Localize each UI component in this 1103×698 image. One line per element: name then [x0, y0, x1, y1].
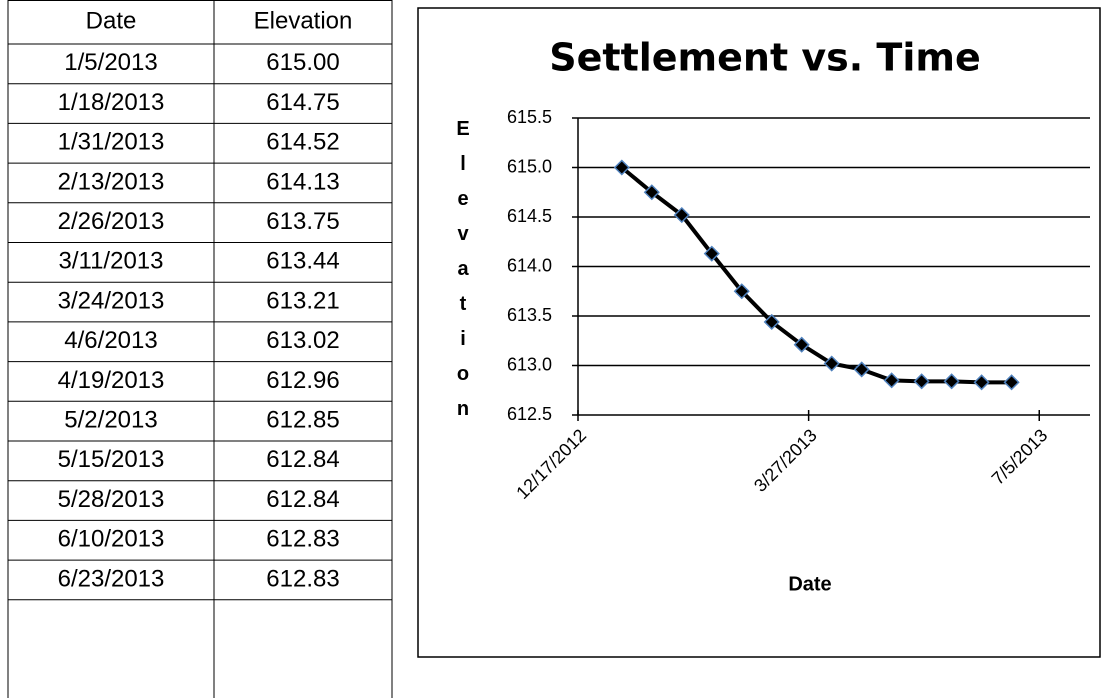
- cell: 614.52: [266, 129, 339, 156]
- cell: 612.96: [266, 367, 339, 394]
- cell: 5/28/2013: [58, 486, 165, 513]
- cell: 2/26/2013: [58, 208, 165, 235]
- y-tick-label: 615.5: [507, 107, 552, 127]
- cell: 612.84: [266, 486, 339, 513]
- cell: 612.84: [266, 446, 339, 473]
- marker: [973, 374, 990, 391]
- cell: 612.83: [266, 526, 339, 553]
- marker: [673, 206, 690, 224]
- marker: [643, 184, 660, 201]
- marker: [763, 313, 780, 331]
- y-tick-label: 615.0: [507, 156, 552, 176]
- cell: 3/11/2013: [59, 248, 164, 275]
- cell: 613.44: [266, 248, 339, 275]
- chart-title: Settlement vs. Time: [549, 36, 980, 80]
- cell: 612.85: [266, 406, 339, 433]
- header-cell: Date: [86, 7, 137, 34]
- cell: 6/23/2013: [58, 565, 165, 592]
- marker: [913, 373, 930, 390]
- cell: 1/31/2013: [58, 129, 165, 156]
- y-tick-label: 612.5: [507, 404, 552, 424]
- cell: 2/13/2013: [58, 168, 165, 195]
- y-tick-label: 613.0: [507, 354, 552, 374]
- cell: 613.75: [266, 208, 339, 235]
- x-axis-label: Date: [788, 573, 831, 595]
- cell: 612.83: [266, 565, 339, 592]
- marker: [793, 336, 810, 353]
- cell: 614.13: [266, 168, 339, 195]
- cell: 615.00: [266, 49, 339, 76]
- cell: 6/10/2013: [58, 526, 165, 553]
- marker: [733, 283, 750, 300]
- marker: [853, 361, 870, 378]
- cell: 4/19/2013: [58, 367, 165, 394]
- cell: 614.75: [266, 89, 339, 116]
- cell: 5/2/2013: [64, 406, 157, 433]
- cell: 5/15/2013: [58, 446, 165, 473]
- marker: [823, 355, 840, 372]
- marker: [1003, 374, 1020, 391]
- y-tick-label: 614.5: [507, 206, 552, 226]
- marker: [883, 372, 900, 389]
- cell: 613.21: [266, 287, 339, 314]
- marker: [613, 159, 630, 176]
- cell: 1/18/2013: [58, 89, 165, 116]
- cell: 1/5/2013: [64, 49, 157, 76]
- cell: 3/24/2013: [58, 287, 165, 314]
- y-tick-label: 613.5: [507, 305, 552, 325]
- y-tick-label: 614.0: [507, 255, 552, 275]
- cell: 613.02: [266, 327, 339, 354]
- marker: [703, 245, 720, 262]
- marker: [943, 373, 960, 390]
- cell: 4/6/2013: [64, 327, 157, 354]
- header-cell: Elevation: [254, 7, 353, 34]
- chart-frame: [417, 7, 1101, 658]
